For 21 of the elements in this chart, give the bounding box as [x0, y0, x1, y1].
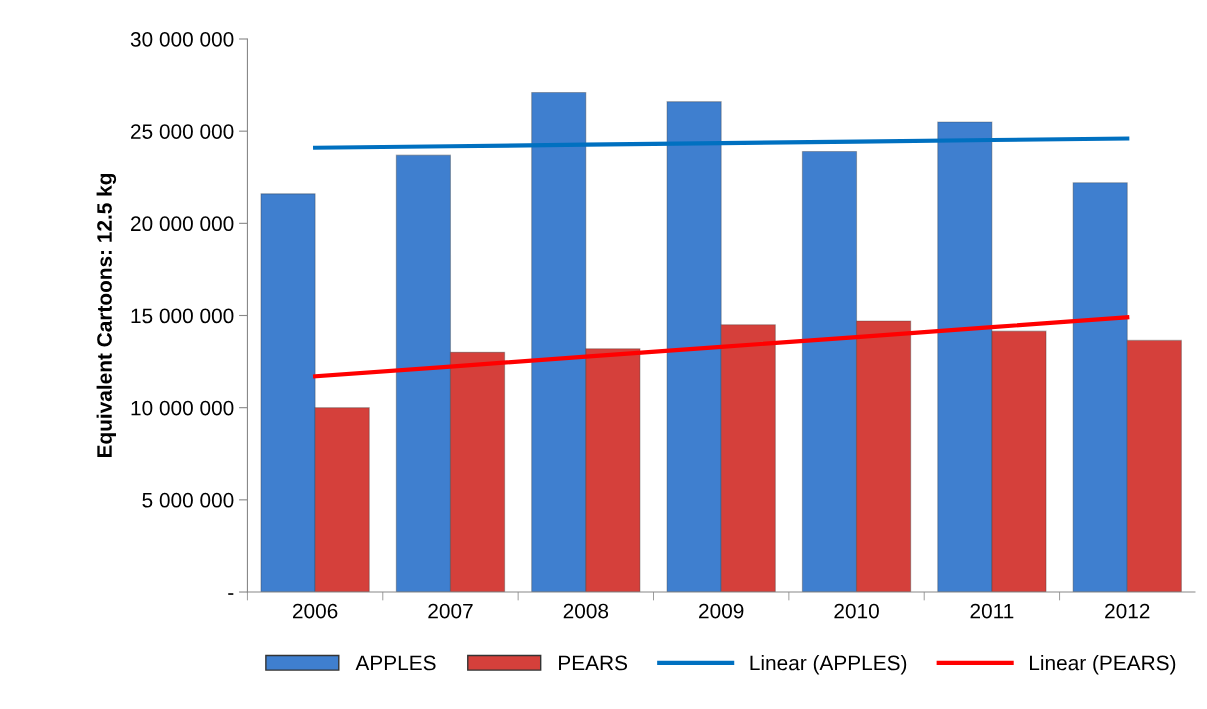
- y-tick-label: 5 000 000: [142, 492, 234, 508]
- legend-label: Linear (PEARS): [1030, 655, 1176, 675]
- y-tick-label: -: [228, 593, 234, 595]
- x-tick-label: 2007: [428, 603, 473, 619]
- legend-label: Linear (APPLES): [750, 655, 907, 675]
- y-axis-title: Equivalent Cartoons: 12.5 kg: [96, 173, 117, 458]
- x-tick-label: 2010: [834, 603, 879, 619]
- x-tick-label: 2006: [292, 603, 338, 619]
- legend-label: PEARS: [559, 655, 628, 671]
- legend-label: APPLES: [355, 655, 436, 671]
- line-series: [313, 315, 1130, 379]
- x-tick-label: 2011: [970, 603, 1014, 619]
- x-tick-label: 2009: [699, 603, 744, 619]
- x-tick-label: 2012: [1105, 603, 1150, 619]
- y-tick-label: 15 000 000: [131, 308, 234, 324]
- y-tick-label: 25 000 000: [131, 124, 234, 139]
- y-tick-label: 10 000 000: [131, 400, 234, 416]
- y-tick-label: 20 000 000: [131, 216, 234, 232]
- x-tick-label: 2008: [563, 603, 609, 619]
- y-tick-label: 30 000 000: [130, 32, 234, 47]
- line-series: [313, 136, 1130, 150]
